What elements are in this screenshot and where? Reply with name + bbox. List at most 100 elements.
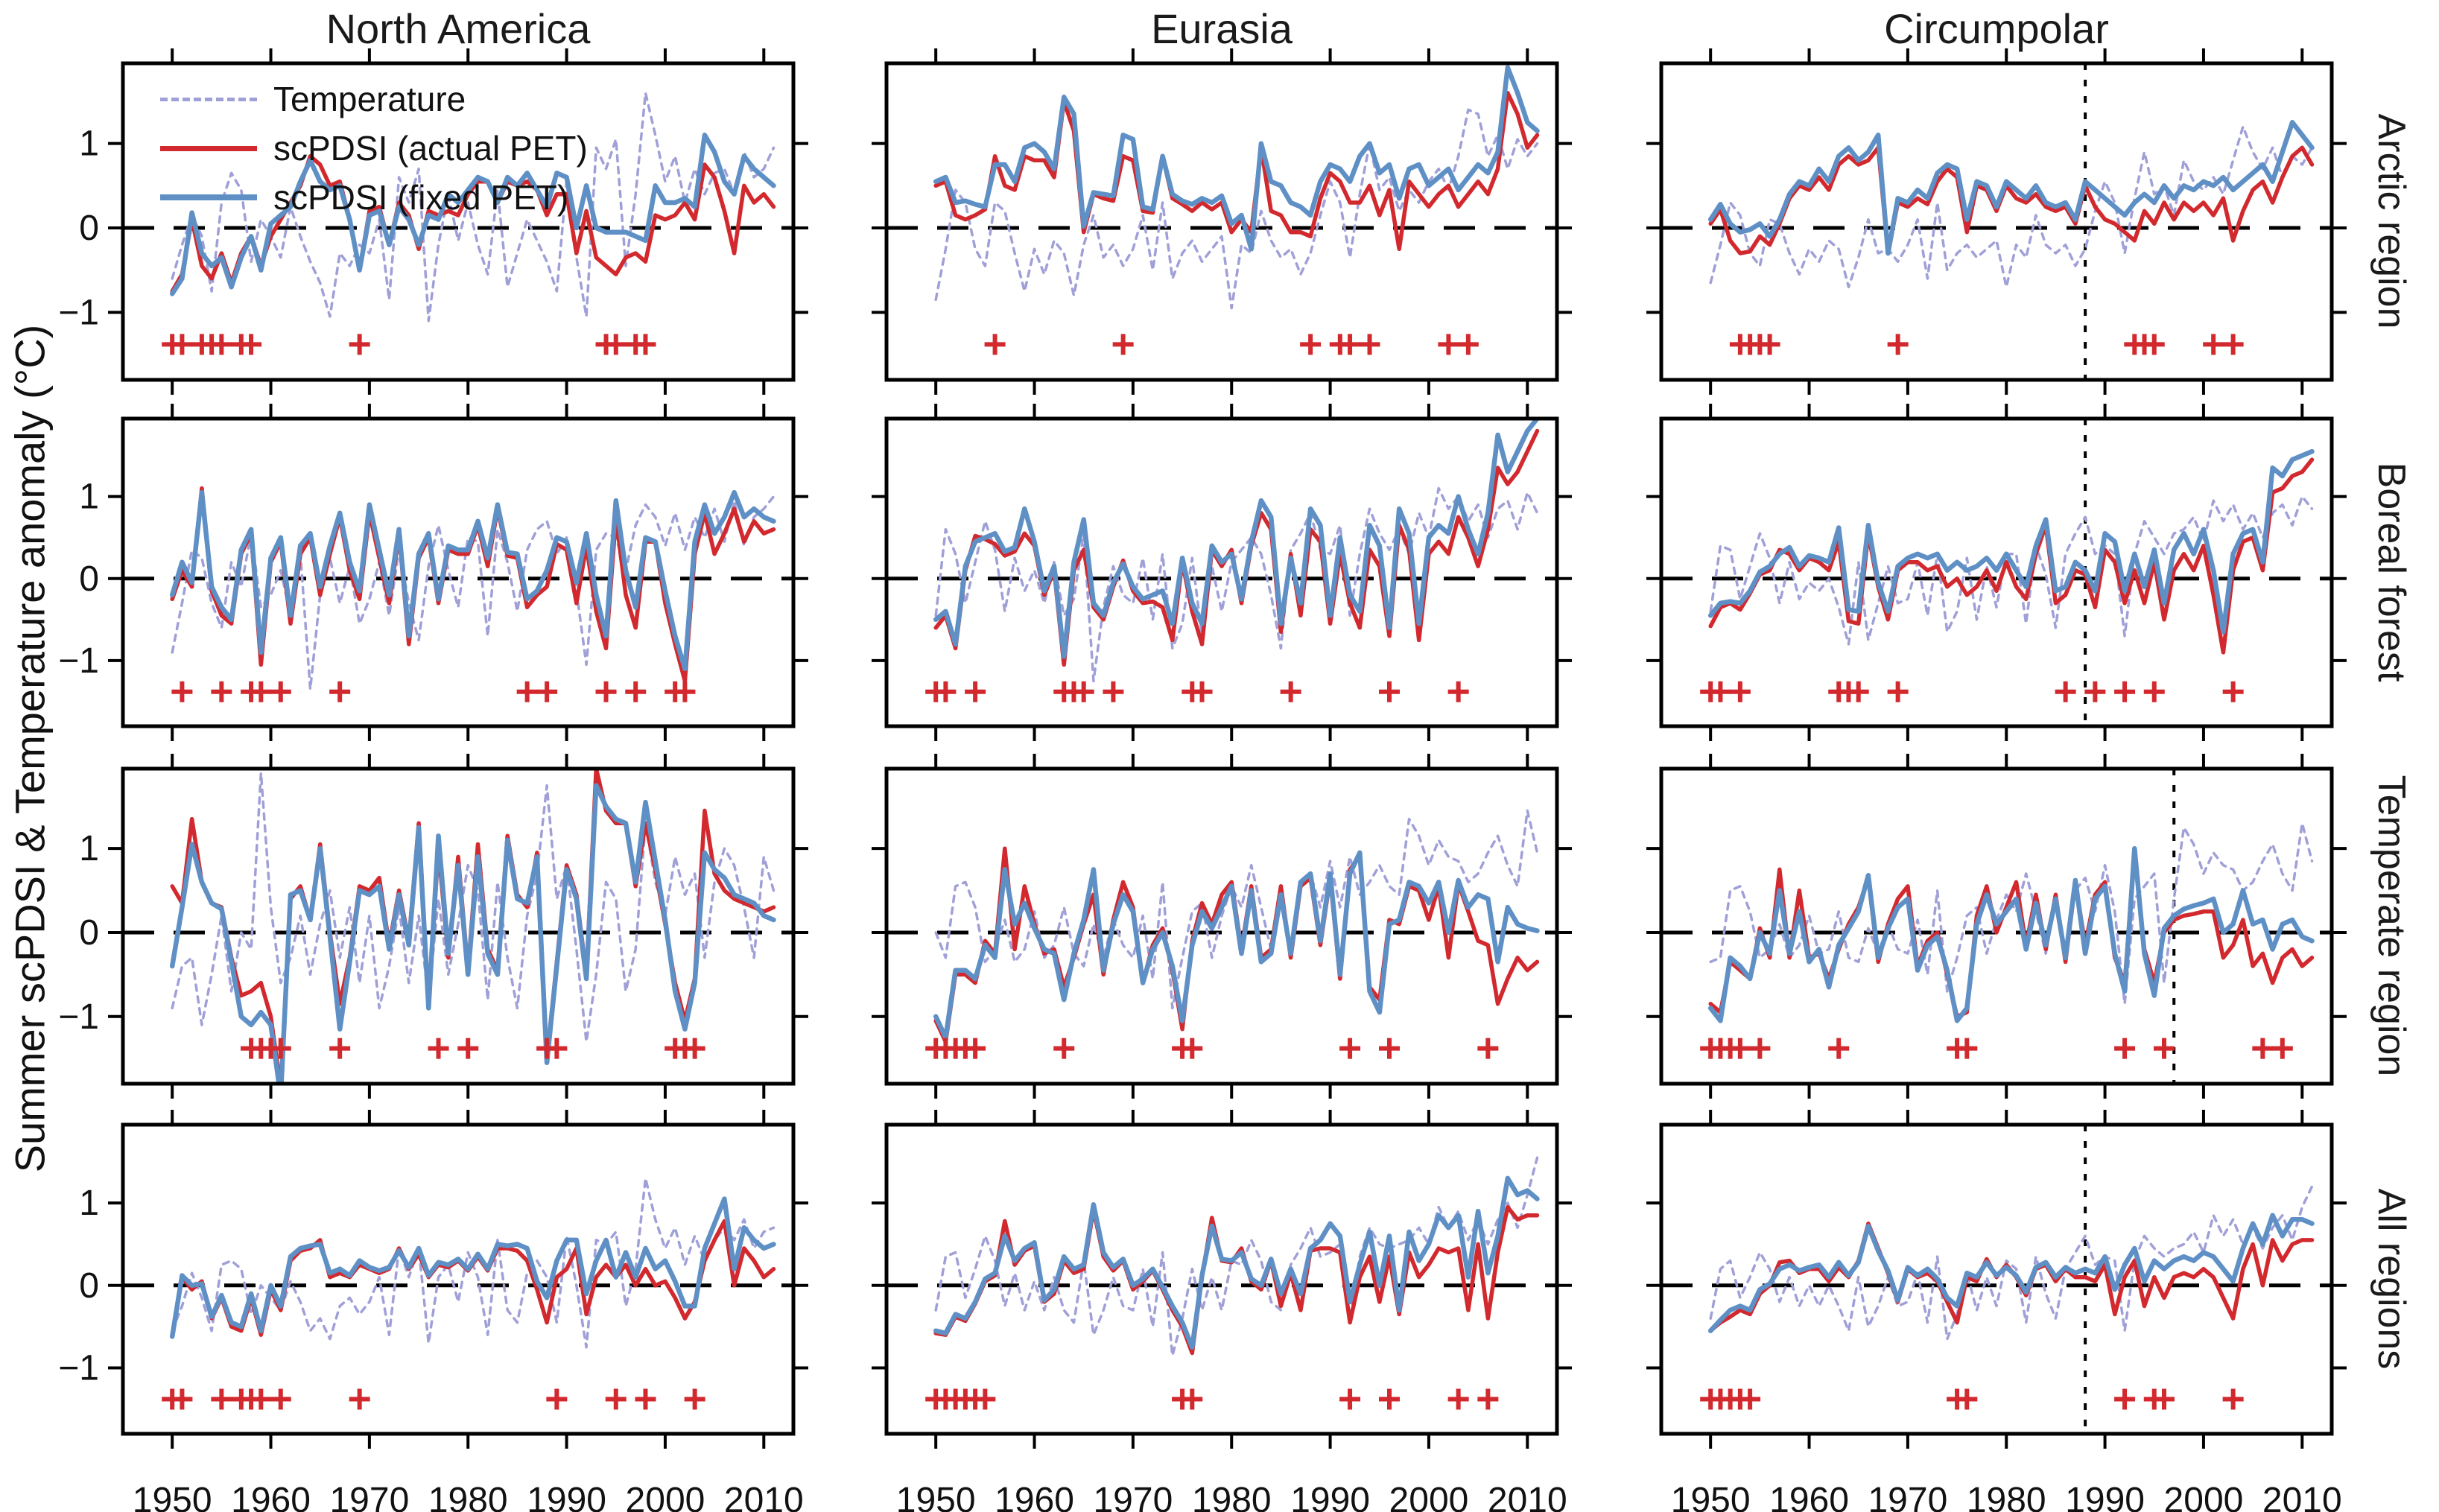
y-tick-label: −1 (58, 641, 99, 681)
significance-plus-marks (1700, 1388, 2244, 1410)
series-scpdsi-actual-pet (1708, 1222, 2315, 1333)
y-tick-label: 1 (79, 829, 99, 868)
x-tick-label: 1980 (1192, 1481, 1272, 1512)
legend-item-temperature: Temperature (160, 74, 588, 124)
series-temperature (171, 771, 776, 1044)
x-tick-label: 2010 (2262, 1481, 2342, 1512)
y-tick-label: 1 (79, 477, 99, 517)
series-temperature (934, 1156, 1539, 1357)
x-tick-label: 1950 (1671, 1481, 1751, 1512)
series-temperature (1709, 125, 2314, 289)
significance-plus-marks (1700, 1038, 2293, 1059)
temperature-line-sample (160, 97, 257, 101)
row-label-all-regions: All regions (2370, 1188, 2413, 1370)
panel-border (121, 61, 796, 382)
x-tick-label: 1970 (329, 1481, 409, 1512)
axis-ticks (108, 404, 808, 741)
scpdsi-fixed-line-sample (160, 194, 257, 200)
significance-plus-marks (925, 681, 1469, 702)
x-tick-label: 1960 (231, 1481, 311, 1512)
panel-boreal-forest-north-america: −1 0 1 (58, 404, 808, 741)
column-title-north-america: North America (326, 5, 591, 52)
panel-temperate-region-circumpolar (1646, 754, 2347, 1099)
significance-plus-marks (984, 334, 1479, 355)
series-scpdsi-fixed-pet (169, 489, 776, 672)
significance-plus-marks (925, 1038, 1499, 1059)
series-scpdsi-actual-pet (1708, 457, 2315, 655)
series-scpdsi-fixed-pet (169, 783, 776, 1084)
panel-border (1659, 61, 2334, 382)
x-tick-label: 1980 (428, 1481, 508, 1512)
panel-temperate-region-eurasia (872, 754, 1572, 1099)
legend-label-temperature: Temperature (273, 80, 466, 118)
panel-border (1659, 1122, 2334, 1436)
series-temperature (934, 486, 1539, 683)
panel-border (121, 1122, 796, 1436)
y-axis-label: Summer scPDSI & Temperature anomaly (°C) (6, 324, 54, 1173)
panel-border (884, 416, 1559, 728)
series-temperature (934, 108, 1539, 310)
x-tick-label: 1960 (1769, 1481, 1849, 1512)
x-tick-label: 2000 (2164, 1481, 2244, 1512)
column-title-eurasia: Eurasia (1151, 5, 1293, 52)
legend-item-scpdsi-fixed-pet: scPDSI (fixed PET) (160, 173, 588, 222)
significance-plus-marks (162, 1388, 705, 1410)
x-tick-label: 1970 (1093, 1481, 1173, 1512)
x-tick-label: 2000 (626, 1481, 705, 1512)
panel-boreal-forest-circumpolar (1646, 404, 2347, 741)
x-tick-label: 1990 (1290, 1481, 1370, 1512)
significance-plus-marks (1729, 334, 2244, 355)
significance-plus-marks (925, 1388, 1499, 1410)
series-scpdsi-actual-pet (933, 90, 1540, 252)
series-temperature (171, 91, 776, 323)
axis-ticks (1646, 48, 2347, 395)
y-tick-label: 0 (79, 559, 99, 599)
row-label-arctic-region: Arctic region (2370, 113, 2413, 329)
y-tick-label: −1 (58, 997, 99, 1037)
series-scpdsi-fixed-pet (933, 65, 1540, 252)
y-tick-label: −1 (58, 293, 99, 332)
significance-plus-marks (241, 1038, 705, 1059)
panel-all-regions-north-america: −1 0 1 1950 1960 1970 1980 1990 2000 2010 (58, 1110, 808, 1512)
row-label-boreal-forest: Boreal forest (2370, 462, 2413, 682)
panel-all-regions-eurasia: 1950 1960 1970 1980 1990 2000 2010 (872, 1110, 1572, 1512)
axis-ticks (872, 1110, 1572, 1449)
x-tick-label: 1980 (1967, 1481, 2046, 1512)
y-tick-label: 0 (79, 913, 99, 953)
panel-border (884, 61, 1559, 382)
legend-label-scpdsi-fixed: scPDSI (fixed PET) (273, 178, 569, 217)
row-label-temperate-region: Temperate region (2370, 775, 2413, 1077)
panel-border (1659, 766, 2334, 1086)
axis-ticks (872, 48, 1572, 395)
panel-border (884, 766, 1559, 1086)
series-scpdsi-fixed-pet (933, 850, 1540, 1041)
legend: Temperature scPDSI (actual PET) scPDSI (… (160, 74, 588, 222)
x-tick-label: 1970 (1868, 1481, 1947, 1512)
axis-ticks (1646, 754, 2347, 1099)
significance-plus-marks (171, 681, 696, 702)
series-scpdsi-fixed-pet (933, 419, 1540, 659)
series-scpdsi-fixed-pet (1707, 1213, 2315, 1333)
significance-plus-marks (162, 334, 656, 355)
axis-ticks (872, 404, 1572, 741)
series-scpdsi-fixed-pet (1707, 845, 2315, 1023)
axis-ticks (1646, 1110, 2347, 1449)
x-tick-label: 1990 (527, 1481, 606, 1512)
x-tick-label: 2010 (1488, 1481, 1567, 1512)
axis-ticks (872, 754, 1572, 1099)
legend-item-scpdsi-actual-pet: scPDSI (actual PET) (160, 124, 588, 173)
y-tick-label: −1 (58, 1348, 99, 1388)
panel-temperate-region-north-america: −1 0 1 (58, 754, 808, 1099)
x-tick-label: 1990 (2065, 1481, 2145, 1512)
panel-arctic-region-eurasia (872, 48, 1572, 395)
y-tick-label: 0 (79, 1266, 99, 1306)
panel-arctic-region-circumpolar (1646, 48, 2347, 395)
series-scpdsi-actual-pet (1708, 145, 2315, 255)
y-tick-label: 0 (79, 209, 99, 248)
series-scpdsi-fixed-pet (1707, 448, 2315, 635)
panel-border (1659, 416, 2334, 728)
series-scpdsi-fixed-pet (1707, 120, 2315, 256)
series-scpdsi-fixed-pet (933, 1175, 1540, 1350)
